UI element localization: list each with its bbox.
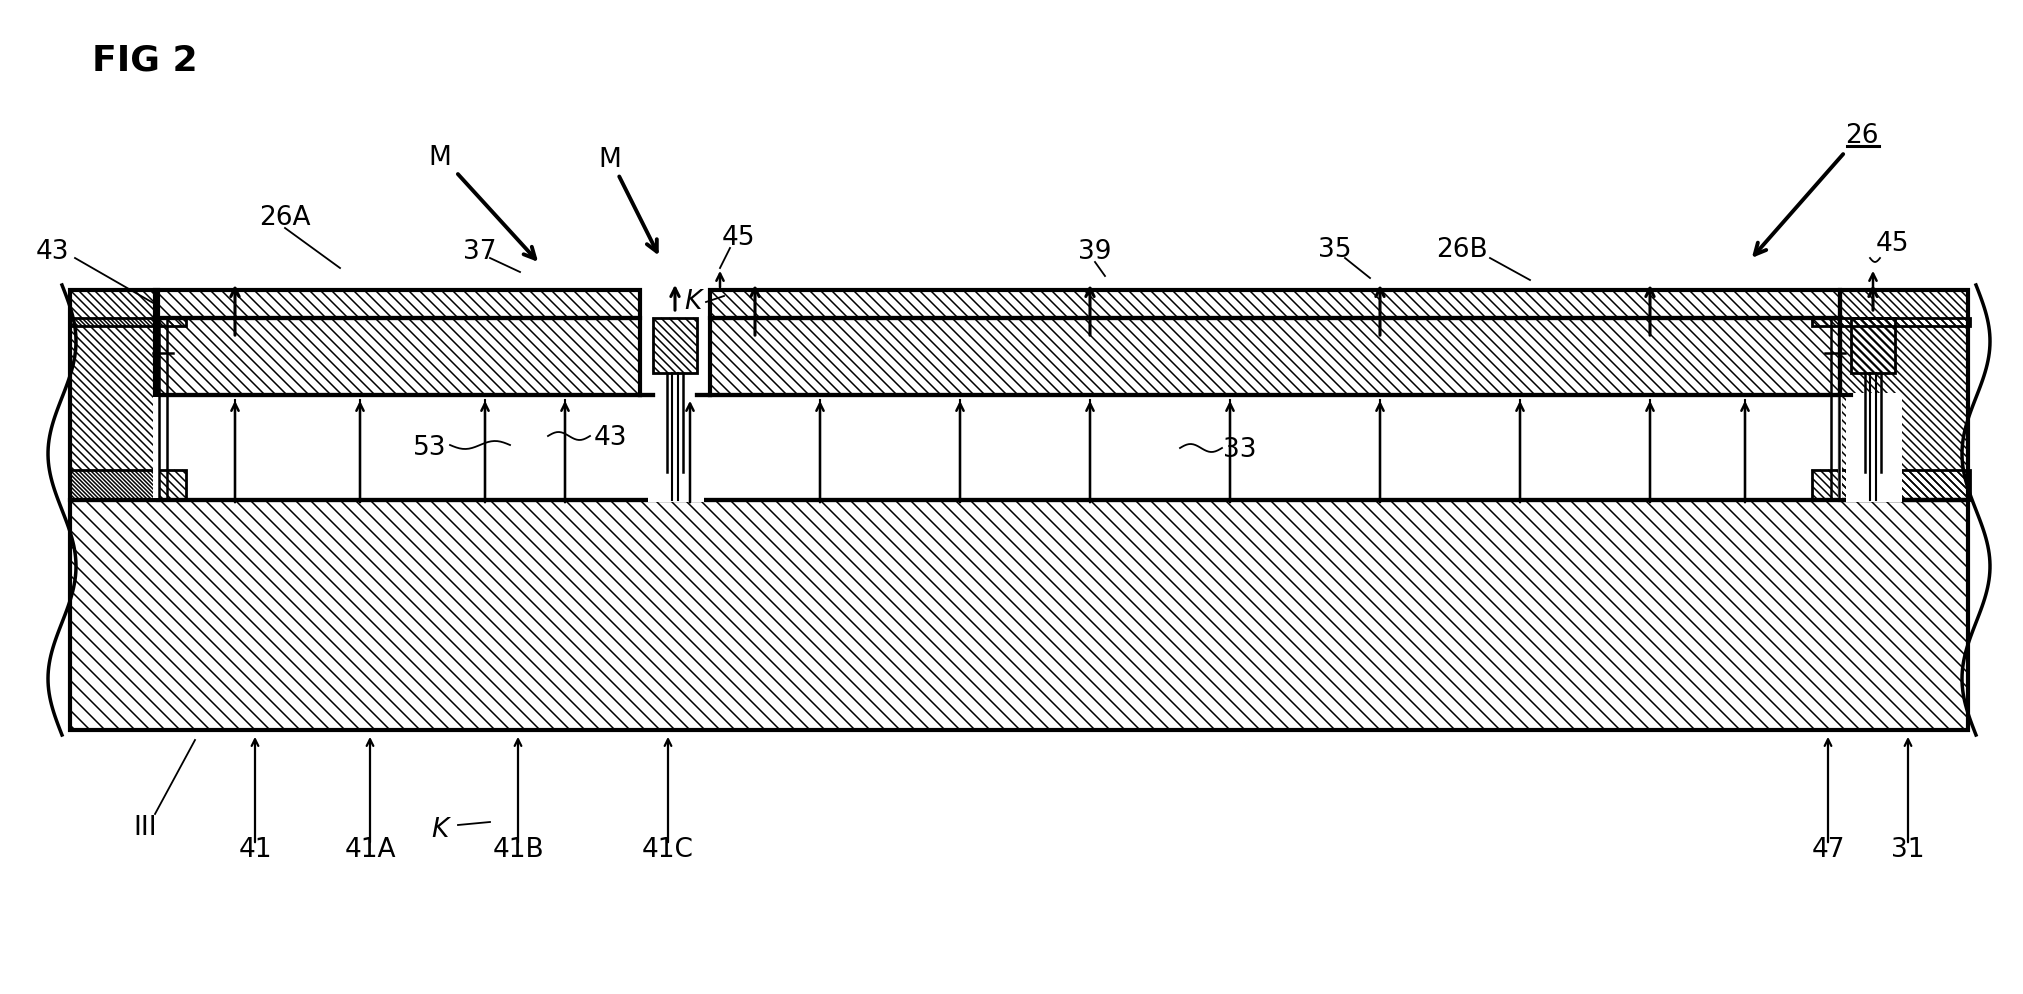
Text: 41: 41 (239, 837, 271, 863)
Bar (710, 318, 1841, 395)
Bar (71, 470, 186, 500)
Bar (710, 290, 1841, 318)
Text: 31: 31 (1892, 837, 1924, 863)
Bar (1851, 318, 1896, 373)
Text: 43: 43 (34, 239, 69, 265)
Text: 47: 47 (1811, 837, 1845, 863)
Text: 45: 45 (722, 225, 755, 251)
Text: 39: 39 (1078, 239, 1113, 265)
Text: 33: 33 (1224, 437, 1256, 463)
Text: FIG 2: FIG 2 (91, 43, 198, 77)
Bar (154, 397, 160, 498)
Text: 41B: 41B (492, 837, 544, 863)
Bar (1813, 470, 1970, 500)
Text: 43: 43 (593, 425, 627, 451)
Bar (653, 318, 698, 373)
Bar (1841, 290, 1968, 500)
Bar (647, 393, 704, 502)
Text: 53: 53 (413, 435, 447, 461)
Text: 26B: 26B (1436, 237, 1487, 263)
Text: 26: 26 (1845, 123, 1879, 149)
Bar (653, 472, 698, 500)
Text: 41A: 41A (344, 837, 397, 863)
Text: 35: 35 (1319, 237, 1351, 263)
Text: M: M (599, 147, 621, 173)
Bar (1851, 472, 1896, 500)
Bar (71, 500, 1968, 730)
Text: K: K (431, 817, 449, 843)
Bar (156, 290, 639, 318)
Bar (1847, 393, 1902, 502)
Bar (1813, 318, 1970, 326)
Text: M: M (429, 145, 451, 171)
Text: 45: 45 (1875, 231, 1910, 257)
Bar (156, 318, 639, 395)
Text: 37: 37 (463, 239, 498, 265)
Text: K: K (684, 289, 702, 315)
Text: 41C: 41C (641, 837, 694, 863)
Text: III: III (134, 815, 158, 841)
Bar (1839, 397, 1843, 498)
Text: 26A: 26A (259, 205, 312, 231)
Bar (71, 290, 158, 500)
Bar (71, 318, 186, 326)
